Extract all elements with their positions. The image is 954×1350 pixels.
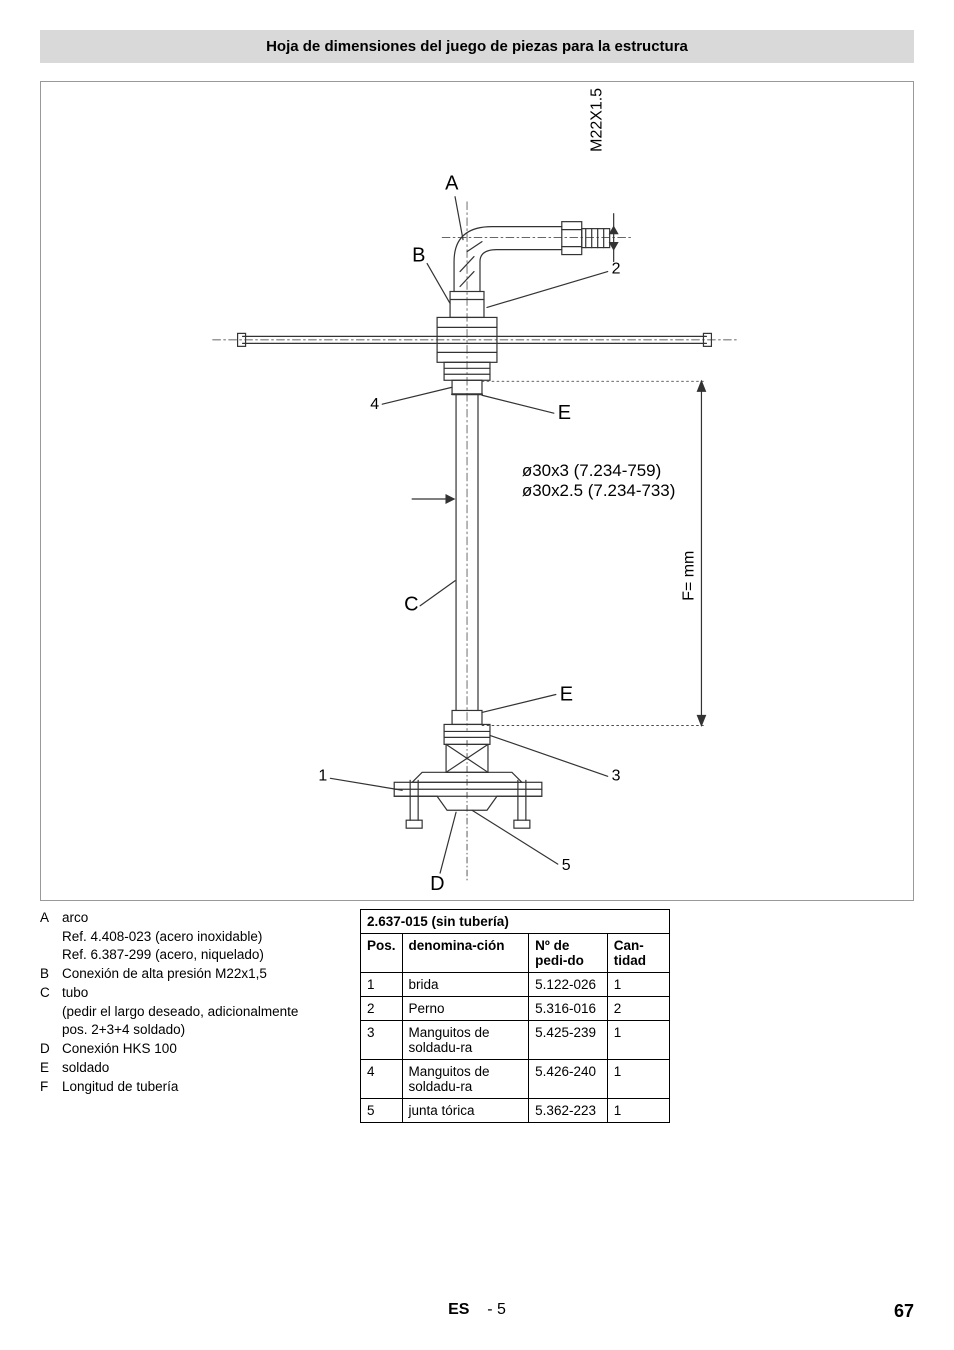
table-cell: 1 (607, 1099, 669, 1123)
svg-text:ø30x3 (7.234-759): ø30x3 (7.234-759) (522, 461, 661, 480)
table-row: 3Manguitos de soldadu-ra5.425-2391 (361, 1021, 670, 1060)
svg-text:2: 2 (612, 261, 621, 278)
legend-list: AarcoRef. 4.408-023 (acero inoxidable)Re… (40, 909, 320, 1123)
table-cell: 5.362-223 (529, 1099, 608, 1123)
table-row: 1brida5.122-0261 (361, 973, 670, 997)
footer-lang: ES (448, 1301, 469, 1318)
legend-subitem: Ref. 6.387-299 (acero, niquelado) (62, 946, 320, 964)
legend-item: Esoldado (40, 1059, 320, 1077)
svg-text:B: B (412, 245, 425, 267)
footer-pagenum: 67 (894, 1301, 914, 1322)
legend-item: BConexión de alta presión M22x1,5 (40, 965, 320, 983)
table-cell: 4 (361, 1060, 403, 1099)
legend-item: FLongitud de tubería (40, 1078, 320, 1096)
table-cell: 1 (361, 973, 403, 997)
table-row: 2Perno5.316-0162 (361, 997, 670, 1021)
table-cell: 1 (607, 1021, 669, 1060)
parts-table: 2.637-015 (sin tubería) Pos.denomina-ció… (360, 909, 670, 1123)
parts-caption: 2.637-015 (sin tubería) (361, 910, 670, 934)
svg-text:A: A (445, 173, 459, 195)
footer-page: - 5 (487, 1301, 506, 1318)
table-cell: Manguitos de soldadu-ra (402, 1060, 529, 1099)
svg-text:D: D (430, 873, 444, 895)
table-cell: 1 (607, 1060, 669, 1099)
table-cell: 5.316-016 (529, 997, 608, 1021)
legend-item: Ctubo (40, 984, 320, 1002)
dimension-diagram: M22X1.5 A B 2 4 E ø30x3 (7.234-759) ø30x… (40, 81, 914, 901)
parts-col-header: denomina-ción (402, 934, 529, 973)
legend-item: DConexión HKS 100 (40, 1040, 320, 1058)
parts-col-header: Pos. (361, 934, 403, 973)
table-cell: junta tórica (402, 1099, 529, 1123)
table-cell: Perno (402, 997, 529, 1021)
page-footer: ES - 5 67 (0, 1301, 954, 1322)
svg-text:C: C (404, 594, 418, 616)
table-cell: 1 (607, 973, 669, 997)
table-cell: 5 (361, 1099, 403, 1123)
legend-subitem: (pedir el largo deseado, adicionalmente … (62, 1003, 320, 1039)
table-row: 4Manguitos de soldadu-ra5.426-2401 (361, 1060, 670, 1099)
svg-text:4: 4 (370, 396, 379, 413)
thread-label: M22X1.5 (589, 88, 606, 152)
svg-text:E: E (560, 683, 573, 705)
parts-col-header: Can-tidad (607, 934, 669, 973)
parts-col-header: Nº de pedi-do (529, 934, 608, 973)
svg-text:5: 5 (562, 857, 571, 874)
svg-text:1: 1 (318, 767, 327, 784)
table-row: 5junta tórica5.362-2231 (361, 1099, 670, 1123)
svg-text:3: 3 (612, 767, 621, 784)
table-cell: 3 (361, 1021, 403, 1060)
table-cell: 2 (607, 997, 669, 1021)
table-cell: 5.122-026 (529, 973, 608, 997)
page-title: Hoja de dimensiones del juego de piezas … (40, 30, 914, 63)
svg-text:E: E (558, 402, 571, 424)
legend-item: Aarco (40, 909, 320, 927)
table-cell: Manguitos de soldadu-ra (402, 1021, 529, 1060)
svg-text:ø30x2.5 (7.234-733): ø30x2.5 (7.234-733) (522, 481, 675, 500)
svg-text:F= mm: F= mm (680, 551, 697, 601)
table-cell: 5.426-240 (529, 1060, 608, 1099)
table-cell: 5.425-239 (529, 1021, 608, 1060)
table-cell: 2 (361, 997, 403, 1021)
legend-subitem: Ref. 4.408-023 (acero inoxidable) (62, 928, 320, 946)
table-cell: brida (402, 973, 529, 997)
